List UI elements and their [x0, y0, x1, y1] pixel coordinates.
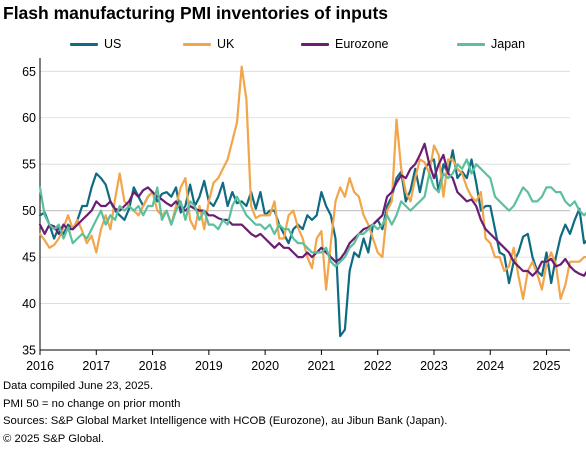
series-line-eurozone [38, 142, 586, 277]
legend-label-japan: Japan [491, 37, 526, 51]
x-tick-label-2023: 2023 [420, 359, 448, 373]
note-compiled-date: Data compiled June 23, 2025. [3, 380, 154, 392]
y-tick-label-35: 35 [22, 344, 36, 358]
legend-item-us: US [70, 36, 121, 52]
x-tick-label-2020: 2020 [251, 359, 279, 373]
legend-label-uk: UK [217, 37, 235, 51]
note-copyright: © 2025 S&P Global. [3, 432, 105, 445]
legend-swatch-eurozone [301, 42, 329, 46]
series-line-japan [38, 158, 586, 268]
x-tick-label-2018: 2018 [139, 359, 167, 373]
legend-item-eurozone: Eurozone [301, 36, 389, 52]
y-tick-label-65: 65 [22, 65, 36, 79]
legend-label-eurozone: Eurozone [335, 37, 389, 51]
legend-item-japan: Japan [457, 36, 525, 52]
legend-swatch-us [70, 42, 98, 46]
y-tick-label-50: 50 [22, 204, 36, 218]
y-tick-label-55: 55 [22, 158, 36, 172]
x-tick-label-2019: 2019 [195, 359, 223, 373]
y-tick-label-60: 60 [22, 111, 36, 125]
legend-item-uk: UK [183, 36, 234, 52]
y-tick-label-45: 45 [22, 251, 36, 265]
series-line-uk [38, 65, 586, 300]
chart-notes: Data compiled June 23, 2025. PMI 50 = no… [3, 378, 447, 448]
legend-swatch-japan [457, 42, 485, 46]
x-tick-label-2016: 2016 [26, 359, 54, 373]
x-tick-label-2024: 2024 [476, 359, 504, 373]
legend: US UK Eurozone Japan [0, 36, 586, 52]
note-sources: Sources: S&P Global Market Intelligence … [3, 415, 448, 428]
series-line-us [38, 149, 586, 338]
note-pmi-definition: PMI 50 = no change on prior month [3, 397, 181, 410]
legend-label-us: US [104, 37, 122, 51]
x-tick-label-2021: 2021 [308, 359, 336, 373]
x-tick-label-2022: 2022 [364, 359, 392, 373]
x-tick-label-2017: 2017 [82, 359, 110, 373]
y-tick-label-40: 40 [22, 297, 36, 311]
x-tick-label-2025: 2025 [533, 359, 561, 373]
legend-swatch-uk [183, 42, 211, 46]
chart-title: Flash manufacturing PMI inventories of i… [3, 3, 389, 23]
